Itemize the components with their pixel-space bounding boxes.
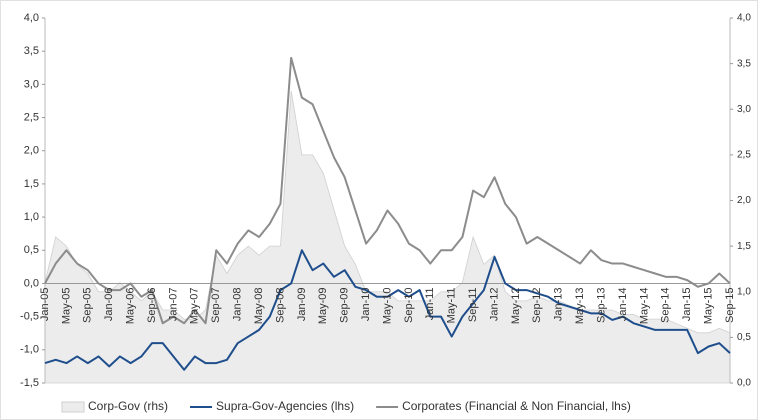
legend-label: Corp-Gov (rhs) [88,399,168,413]
line-series [44,56,731,325]
x-tick-label: Sep-12 [531,287,543,322]
x-tick-label: May-09 [317,287,329,324]
area-series [44,90,731,384]
x-tick-label: May-15 [703,287,715,324]
y-tick-label: 0,5 [24,244,39,256]
legend-label: Corporates (Financial & Non Financial, l… [402,399,631,413]
x-tick-label: Jan-07 [167,287,179,321]
legend-swatch [61,401,85,413]
x-tick-label: Sep-15 [724,287,736,322]
x-tick-label: Jan-05 [39,287,51,321]
y-tick-label: 4,0 [24,12,39,24]
x-tick-label: Sep-08 [274,287,286,322]
legend-item: Corp-Gov (rhs) [61,399,168,413]
x-tick-label: May-08 [253,287,265,324]
y2-tick-label: 2,5 [737,150,751,161]
x-tick-label: Jan-14 [617,287,629,321]
x-tick-label: May-06 [125,287,137,324]
y-tick-label: 1,5 [24,178,39,190]
y-tick-label: -1,5 [20,377,39,389]
x-tick-label: Jan-12 [488,287,500,321]
y-tick-label: 2,5 [24,111,39,123]
x-tick-label: Sep-05 [82,287,94,322]
y-tick-label: 3,5 [24,45,39,57]
y2-tick-label: 3,5 [737,58,751,69]
x-tick-label: May-07 [189,287,201,324]
y2-tick-label: 3,0 [737,104,751,115]
y2-tick-label: 2,0 [737,195,751,206]
y-tick-label: 1,0 [24,211,39,223]
y-tick-label: 2,0 [24,145,39,157]
x-tick-label: Sep-13 [595,287,607,322]
y2-tick-label: 1,0 [737,286,751,297]
y-tick-label: -0,5 [20,311,39,323]
line-series [44,249,731,371]
x-tick-label: Sep-10 [403,287,415,322]
y-tick-label: 3,0 [24,78,39,90]
x-tick-label: May-12 [510,287,522,324]
x-tick-label: Sep-11 [467,287,479,322]
x-tick-label: Jan-09 [296,287,308,321]
x-tick-label: May-14 [638,287,650,324]
legend-item: Corporates (Financial & Non Financial, l… [376,399,631,413]
x-tick-label: Jan-06 [103,287,115,321]
x-tick-label: Jan-15 [681,287,693,321]
y-tick-label: -1,0 [20,344,39,356]
x-tick-label: Sep-09 [339,287,351,322]
x-tick-label: Jan-10 [360,287,372,321]
x-tick-label: Sep-07 [210,287,222,322]
x-tick-label: May-05 [60,287,72,324]
y-tick-label: 0,0 [24,277,39,289]
legend-item: Supra-Gov-Agencies (lhs) [190,399,354,413]
x-tick-label: Sep-06 [146,287,158,322]
x-tick-label: Sep-14 [660,287,672,322]
y2-tick-label: 0,0 [737,378,751,389]
y2-tick-label: 1,5 [737,241,751,252]
x-tick-label: May-10 [381,287,393,324]
y2-tick-label: 4,0 [737,13,751,24]
x-tick-label: Jan-13 [553,287,565,321]
x-tick-label: May-11 [446,287,458,323]
x-tick-label: Jan-11 [424,287,436,320]
x-tick-label: Jan-08 [232,287,244,321]
y2-tick-label: 0,5 [737,332,751,343]
x-tick-label: May-13 [574,287,586,324]
legend-label: Supra-Gov-Agencies (lhs) [216,399,354,413]
